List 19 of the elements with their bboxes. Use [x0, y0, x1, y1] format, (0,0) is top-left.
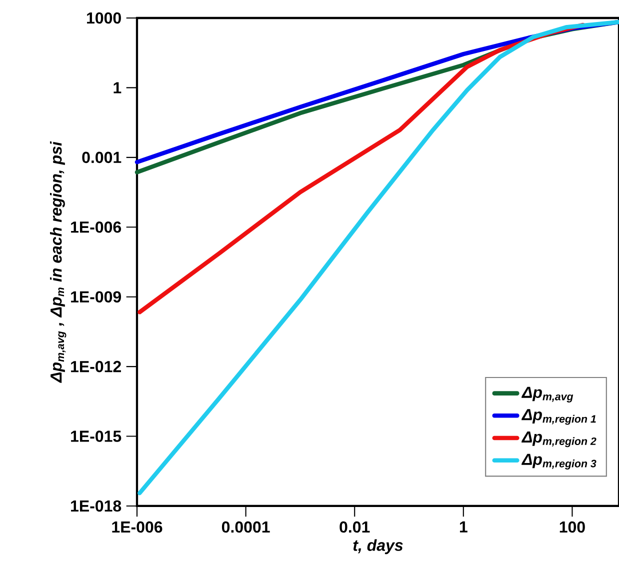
x-tick-label: 1E-006	[112, 521, 162, 533]
y-tick-label: 1000	[87, 12, 121, 24]
legend-label: Δp$_{m,region 3}$	[521, 454, 596, 470]
legend-label: Δp$_{m,region 1}$	[521, 409, 596, 425]
y-tick-label: 0.001	[82, 152, 122, 164]
y-tick-label: 1	[114, 82, 122, 94]
x-axis-title: t, days	[353, 539, 403, 554]
x-tick-label: 0.0001	[222, 521, 270, 533]
y-tick-label: 1E-018	[71, 500, 122, 512]
y-tick-label: 1E-015	[71, 430, 122, 442]
x-tick-label: 0.01	[340, 521, 370, 533]
y-axis-title: Δp$_{m,avg}$ , Δp$_{m}$ in each region, psi	[50, 141, 66, 383]
legend-label: Δp$_{m,avg}$	[521, 386, 574, 402]
y-tick-label: 1E-006	[71, 221, 122, 233]
x-tick-label: 100	[560, 521, 585, 533]
legend-label: Δp$_{m,region 2}$	[521, 432, 596, 448]
y-tick-label: 1E-009	[71, 291, 122, 303]
x-tick-label: 1	[460, 521, 468, 532]
y-tick-label: 1E-012	[71, 360, 121, 372]
